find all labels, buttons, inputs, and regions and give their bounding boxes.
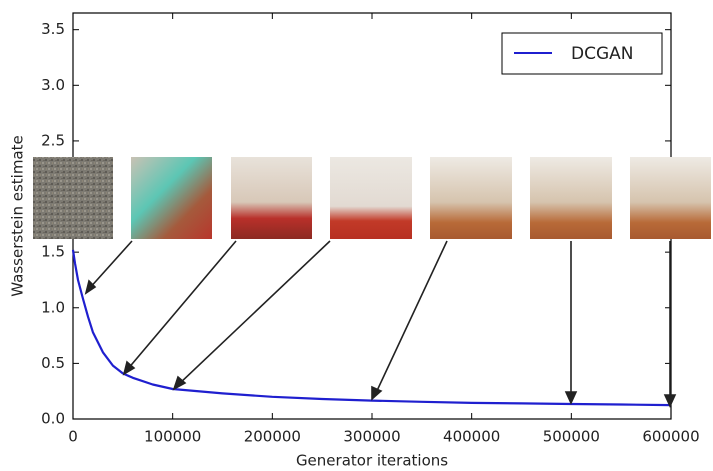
legend-label: DCGAN <box>571 44 633 64</box>
x-tick-label: 300000 <box>343 428 400 446</box>
x-axis-label: Generator iterations <box>296 452 448 470</box>
arrow <box>374 240 448 396</box>
arrow <box>126 240 237 371</box>
arrow-head <box>122 360 136 376</box>
arrow-head <box>663 394 677 408</box>
thumbnail <box>630 157 711 239</box>
thumbnail <box>530 157 612 239</box>
arrow-head <box>371 385 383 401</box>
y-tick-label: 0.5 <box>41 354 65 372</box>
y-tick-label: 1.5 <box>41 243 65 261</box>
x-tick-label: 0 <box>68 428 78 446</box>
thumbnail <box>131 157 212 239</box>
arrows <box>84 240 677 408</box>
legend: DCGAN <box>501 32 663 75</box>
arrow-head <box>564 391 578 405</box>
data-line <box>71 249 672 407</box>
lines <box>71 249 672 407</box>
thumbnail <box>330 157 412 239</box>
x-tick-label: 400000 <box>443 428 500 446</box>
y-axis-label: Wasserstein estimate <box>9 135 27 296</box>
y-tick-label: 3.0 <box>41 76 65 94</box>
arrow <box>177 240 331 386</box>
y-tick-label: 1.0 <box>41 298 65 316</box>
arrow <box>87 240 133 291</box>
x-tick-label: 500000 <box>543 428 600 446</box>
thumbnail <box>33 157 113 239</box>
x-tick-label: 200000 <box>244 428 301 446</box>
thumbnail <box>231 157 312 239</box>
y-tick-label: 2.5 <box>41 131 65 149</box>
arrow-head <box>84 279 97 295</box>
y-tick-label: 0.0 <box>41 410 65 428</box>
thumbnail <box>430 157 512 239</box>
y-tick-label: 3.5 <box>41 20 65 38</box>
arrow-head <box>172 375 187 391</box>
x-tick-label: 600000 <box>642 428 699 446</box>
thumbnails <box>33 157 711 239</box>
x-tick-label: 100000 <box>144 428 201 446</box>
